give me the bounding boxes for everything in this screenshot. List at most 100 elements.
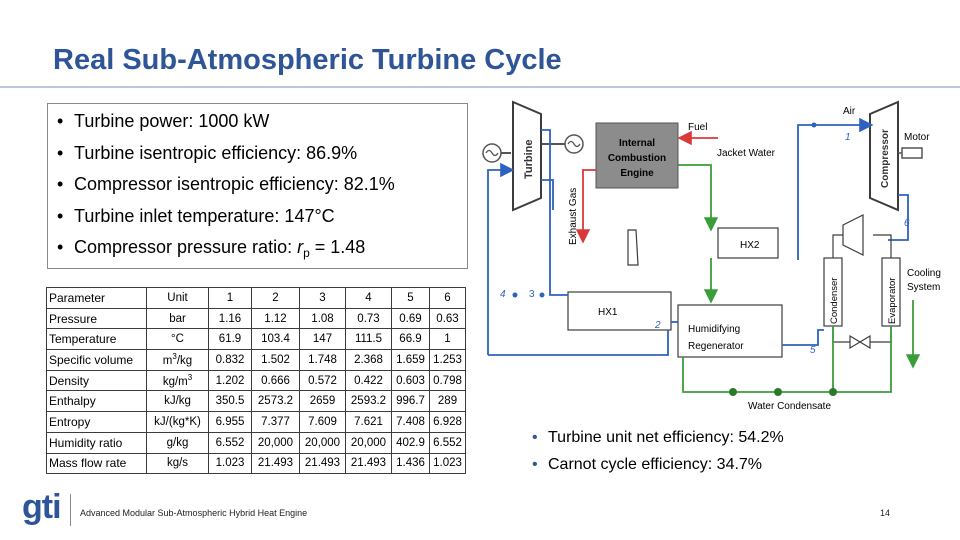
value-cell: 350.5: [208, 390, 252, 413]
generator-right-icon: [564, 134, 584, 154]
state5-line: [782, 329, 824, 346]
table-row: Mass flow rate kg/s 1.023 21.493 21.493 21.49…: [46, 452, 466, 475]
table-row: Specific volume m3/kg 0.832 1.502 1.748 2.368…: [46, 349, 466, 371]
value-cell: 1.12: [251, 307, 300, 330]
value-cell: 2573.2: [251, 390, 300, 413]
bullet-pressure-ratio: Compressor pressure ratio: rp = 1.48: [48, 235, 467, 267]
value-cell: 1.659: [391, 349, 430, 371]
parameter-cell: Humidity ratio: [46, 431, 147, 454]
title-divider: [0, 86, 960, 88]
value-cell: 402.9: [391, 431, 430, 454]
table-row: Density kg/m3 1.202 0.666 0.572 0.422 0.603 0.7…: [46, 369, 466, 392]
page-number: 14: [880, 508, 891, 518]
footer-text: Advanced Modular Sub-Atmospheric Hybrid …: [80, 508, 308, 518]
value-cell: 0.666: [251, 369, 300, 392]
motor-icon: [898, 147, 923, 159]
unit-cell: m3/kg: [146, 349, 209, 371]
value-cell: 7.609: [299, 411, 346, 433]
parameter-cell: Pressure: [46, 307, 147, 330]
regenerator-label-1: Humidifying: [688, 324, 740, 335]
cooling-label-1: Cooling: [907, 268, 941, 279]
table-row: Pressure bar 1.16 1.12 1.08 0.73 0.69 0.63: [46, 307, 466, 330]
parameter-cell: Density: [46, 369, 147, 392]
pump-icon-2: [774, 388, 782, 396]
evaporator-label: Evaporator: [887, 278, 898, 324]
turbine-icon: Turbine: [512, 100, 542, 212]
regen-drain-line: [682, 357, 733, 393]
table-header-row: Parameter Unit 1 2 3 4 5 6: [46, 287, 466, 309]
ice-label-3: Engine: [620, 168, 654, 179]
value-cell: 1.023: [429, 452, 466, 475]
parameter-cell: Temperature: [46, 328, 147, 351]
refrig-line-bottom-right: [870, 326, 892, 343]
unit-cell: kJ/kg: [146, 390, 209, 413]
regenerator-label-2: Regenerator: [688, 341, 744, 352]
value-cell: 4: [345, 287, 392, 309]
condenser-label: Condenser: [829, 278, 840, 324]
ice-label-2: Combustion: [608, 153, 666, 164]
value-cell: 289: [429, 390, 466, 413]
value-cell: 5: [391, 287, 430, 309]
value-cell: 0.422: [345, 369, 392, 392]
fuel-label: Fuel: [688, 122, 707, 133]
state-label-2: 2: [654, 320, 661, 331]
bullet-turbine-efficiency: Turbine isentropic efficiency: 86.9%: [48, 141, 467, 173]
state-properties-table: Parameter Unit 1 2 3 4 5 6 Pressure bar 1.16 1.12 1.…: [46, 287, 466, 475]
parameter-cell: Enthalpy: [46, 390, 147, 413]
parameter-bullet-list: Turbine power: 1000 kW Turbine isentropi…: [48, 104, 467, 267]
value-cell: 0.798: [429, 369, 466, 392]
state-label-1: 1: [845, 132, 851, 143]
value-cell: 0.832: [208, 349, 252, 371]
hx2-block: [717, 227, 779, 259]
value-cell: 20,000: [299, 431, 346, 454]
efficiency-bullet-list: Turbine unit net efficiency: 54.2% Carno…: [530, 428, 784, 482]
value-cell: 7.408: [391, 411, 430, 433]
bullet-net-efficiency: Turbine unit net efficiency: 54.2%: [530, 428, 784, 455]
ice-block: Internal Combustion Engine: [595, 122, 679, 189]
pump-icon-1: [729, 388, 737, 396]
hx1-label: HX1: [598, 307, 618, 318]
value-cell: 20,000: [345, 431, 392, 454]
motor-label: Motor: [904, 132, 930, 143]
hx1-block: [567, 291, 672, 331]
jacket-water-line: [678, 164, 712, 220]
value-cell: 1.502: [251, 349, 300, 371]
unit-cell: kg/s: [146, 452, 209, 475]
air-label: Air: [843, 106, 856, 117]
value-cell: 6.552: [429, 431, 466, 454]
refrig-line-right: [873, 234, 892, 258]
pump-icon-3: [829, 388, 837, 396]
table-row: Entropy kJ/(kg*K) 6.955 7.377 7.609 7.621 7.40…: [46, 411, 466, 433]
state-label-4: 4: [500, 289, 506, 300]
value-cell: 1.253: [429, 349, 466, 371]
cycle-diagram-svg: Turbine Internal Combustion Engine Compr…: [482, 100, 941, 412]
state3-line: [541, 129, 568, 296]
state-dot-4: [512, 292, 518, 298]
value-cell: 21.493: [299, 452, 346, 475]
value-cell: 996.7: [391, 390, 430, 413]
page-title: Real Sub-Atmospheric Turbine Cycle: [53, 44, 562, 76]
value-cell: 103.4: [251, 328, 300, 351]
value-cell: 1.748: [299, 349, 346, 371]
value-cell: 6.928: [429, 411, 466, 433]
state-label-3: 3: [529, 289, 535, 300]
value-cell: 147: [299, 328, 346, 351]
value-cell: 1.202: [208, 369, 252, 392]
parameter-cell: Specific volume: [46, 349, 147, 371]
air-inlet-line: [797, 117, 874, 260]
exhaust-gas-label: Exhaust Gas: [568, 188, 579, 245]
value-cell: 2659: [299, 390, 346, 413]
generator-left-icon: [482, 143, 502, 163]
ice-label-1: Internal: [619, 138, 655, 149]
value-cell: 1: [429, 328, 466, 351]
jacket-water-label: Jacket Water: [717, 148, 776, 159]
unit-cell: °C: [146, 328, 209, 351]
bullet-inlet-temperature: Turbine inlet temperature: 147°C: [48, 204, 467, 236]
expansion-valve-icon: [849, 334, 871, 350]
bullet-turbine-power: Turbine power: 1000 kW: [48, 109, 467, 141]
unit-cell: Unit: [146, 287, 209, 309]
exhaust-flow-line: [575, 169, 596, 244]
value-cell: 7.377: [251, 411, 300, 433]
water-condensate-label: Water Condensate: [748, 401, 831, 412]
value-cell: 1: [208, 287, 252, 309]
